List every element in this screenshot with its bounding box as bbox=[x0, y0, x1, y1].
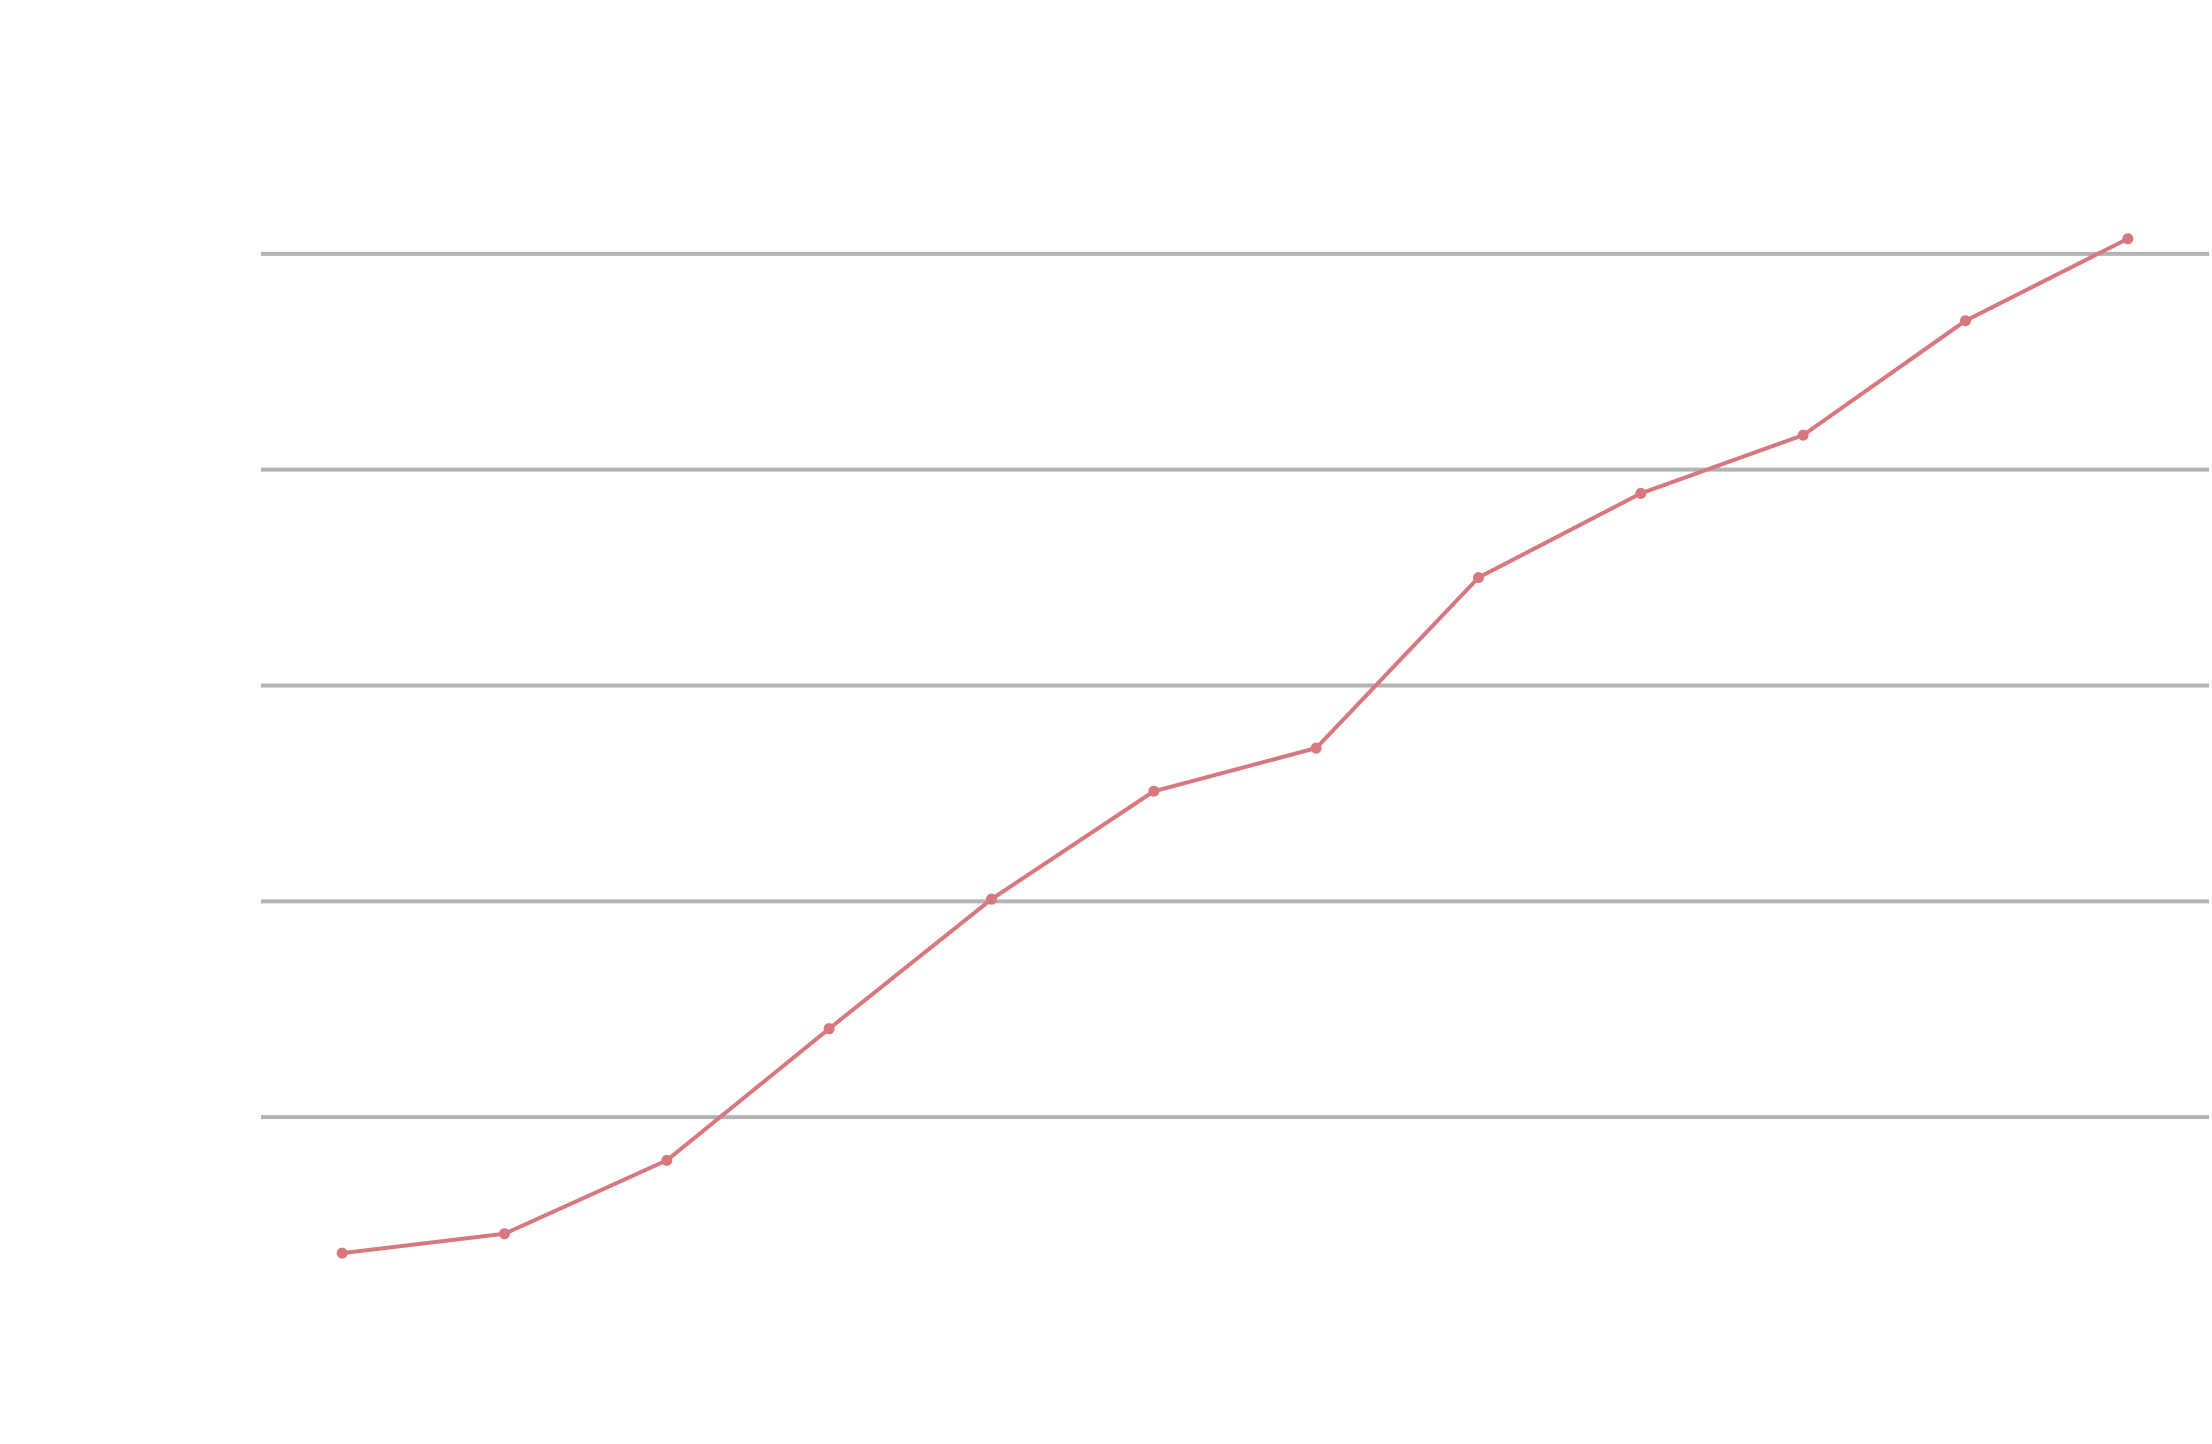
point bbox=[2122, 233, 2134, 245]
point bbox=[1635, 487, 1647, 499]
point bbox=[1960, 315, 1971, 327]
point bbox=[1797, 429, 1809, 441]
point bbox=[499, 1228, 510, 1240]
point bbox=[336, 1247, 348, 1259]
point bbox=[823, 1023, 835, 1035]
point bbox=[661, 1154, 673, 1166]
point bbox=[1473, 572, 1484, 584]
series-line bbox=[341, 236, 2129, 1256]
point bbox=[1148, 785, 1160, 797]
point bbox=[986, 893, 997, 905]
point bbox=[1310, 742, 1322, 754]
